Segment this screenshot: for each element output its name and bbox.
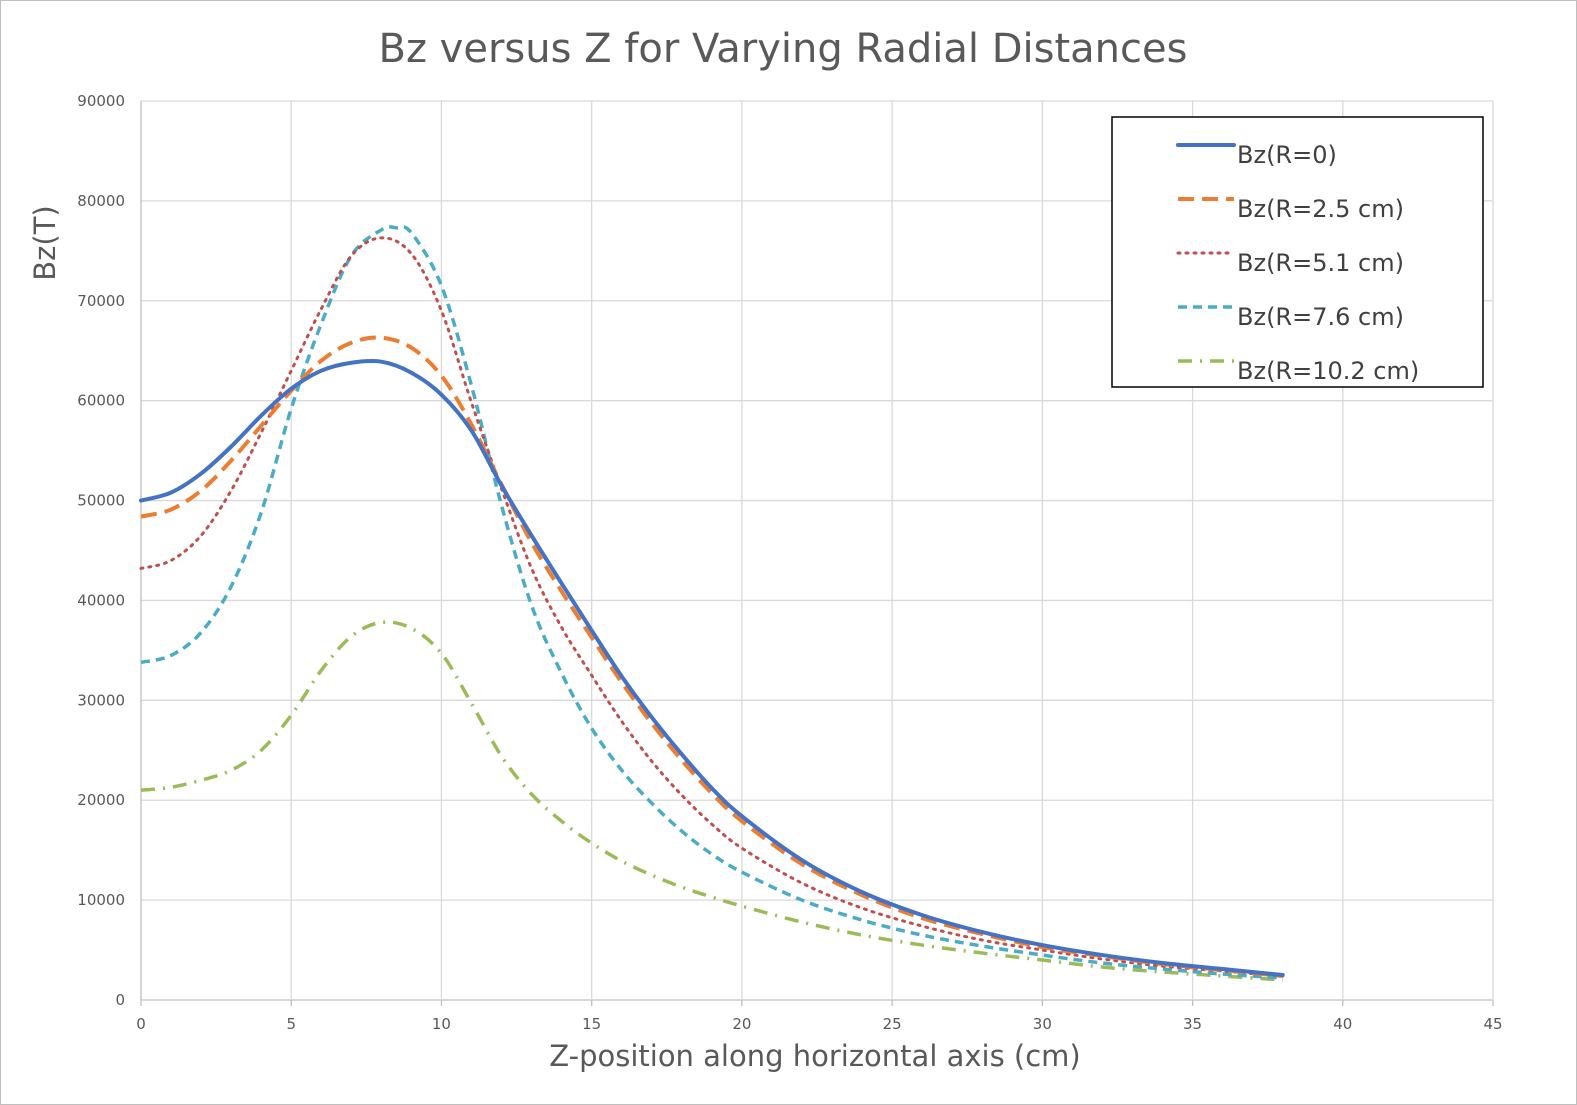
chart-title: Bz versus Z for Varying Radial Distances — [379, 26, 1188, 72]
y-tick-label: 60000 — [77, 392, 125, 410]
y-tick-label: 0 — [115, 991, 125, 1009]
x-tick-label: 15 — [582, 1015, 601, 1033]
x-tick-label: 5 — [286, 1015, 296, 1033]
plot-series — [139, 225, 1285, 982]
y-axis-ticks: 0 10000 20000 30000 40000 50000 60000 70000 8000… — [77, 92, 125, 1009]
y-tick-label: 10000 — [77, 891, 125, 909]
series-line-1 — [140, 335, 1283, 979]
legend-label: Bz(R=7.6 cm) — [1237, 303, 1404, 331]
x-tick-label: 40 — [1333, 1015, 1352, 1033]
y-tick-label: 50000 — [77, 492, 125, 510]
grid — [140, 100, 1494, 1006]
x-tick-label: 45 — [1483, 1015, 1502, 1033]
legend-label: Bz(R=5.1 cm) — [1237, 249, 1404, 277]
y-tick-label: 30000 — [77, 691, 125, 709]
y-tick-label: 90000 — [77, 92, 125, 110]
x-tick-label: 0 — [136, 1015, 146, 1033]
y-tick-label: 20000 — [77, 791, 125, 809]
x-tick-label: 20 — [732, 1015, 751, 1033]
x-axis-title: Z-position along horizontal axis (cm) — [549, 1039, 1081, 1073]
x-axis-ticks: 0 5 10 15 20 25 30 35 40 45 — [136, 1015, 1502, 1033]
y-tick-label: 70000 — [77, 292, 125, 310]
legend: Bz(R=0) Bz(R=2.5 cm) Bz(R=5.1 cm) Bz(R=7.6 … — [1111, 116, 1484, 388]
legend-label: Bz(R=2.5 cm) — [1237, 195, 1404, 223]
x-tick-label: 35 — [1183, 1015, 1202, 1033]
y-tick-label: 40000 — [77, 591, 125, 609]
legend-label: Bz(R=10.2 cm) — [1237, 357, 1419, 385]
x-tick-label: 25 — [883, 1015, 902, 1033]
y-axis-title: Bz(T) — [28, 205, 62, 280]
legend-box — [1111, 116, 1484, 388]
series-line-0 — [139, 358, 1285, 978]
y-tick-label: 80000 — [77, 192, 125, 210]
x-tick-label: 30 — [1033, 1015, 1052, 1033]
series-line-4 — [140, 620, 1283, 982]
legend-label: Bz(R=0) — [1237, 141, 1337, 169]
x-tick-label: 10 — [432, 1015, 451, 1033]
series-line-2 — [139, 236, 1285, 978]
